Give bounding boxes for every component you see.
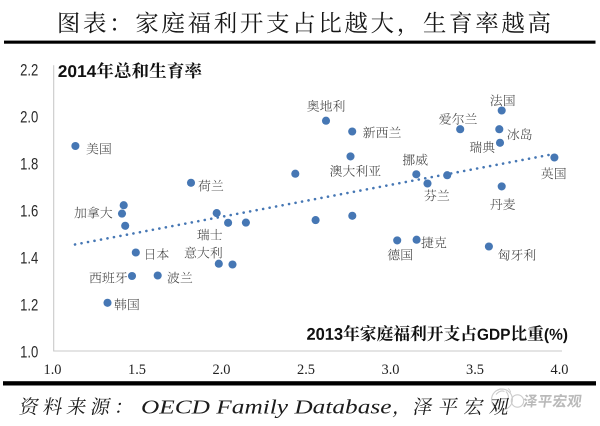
svg-text:1.6: 1.6 [20, 202, 38, 220]
svg-text:1.4: 1.4 [20, 249, 38, 267]
svg-text:4.0: 4.0 [551, 362, 569, 378]
svg-text:3.0: 3.0 [382, 362, 400, 378]
svg-text:2.0: 2.0 [20, 108, 38, 126]
svg-text:2.5: 2.5 [297, 362, 315, 378]
svg-text:1.5: 1.5 [128, 362, 146, 378]
svg-text:3.5: 3.5 [466, 362, 484, 378]
svg-text:2.0: 2.0 [213, 362, 231, 378]
svg-text:OECD Family Database: OECD Family Database [141, 397, 392, 419]
svg-text:1.2: 1.2 [20, 296, 38, 314]
svg-text:1.0: 1.0 [44, 362, 62, 378]
svg-text:1.0: 1.0 [20, 343, 38, 361]
svg-text:1.8: 1.8 [20, 155, 38, 173]
svg-text:2.2: 2.2 [20, 61, 38, 79]
